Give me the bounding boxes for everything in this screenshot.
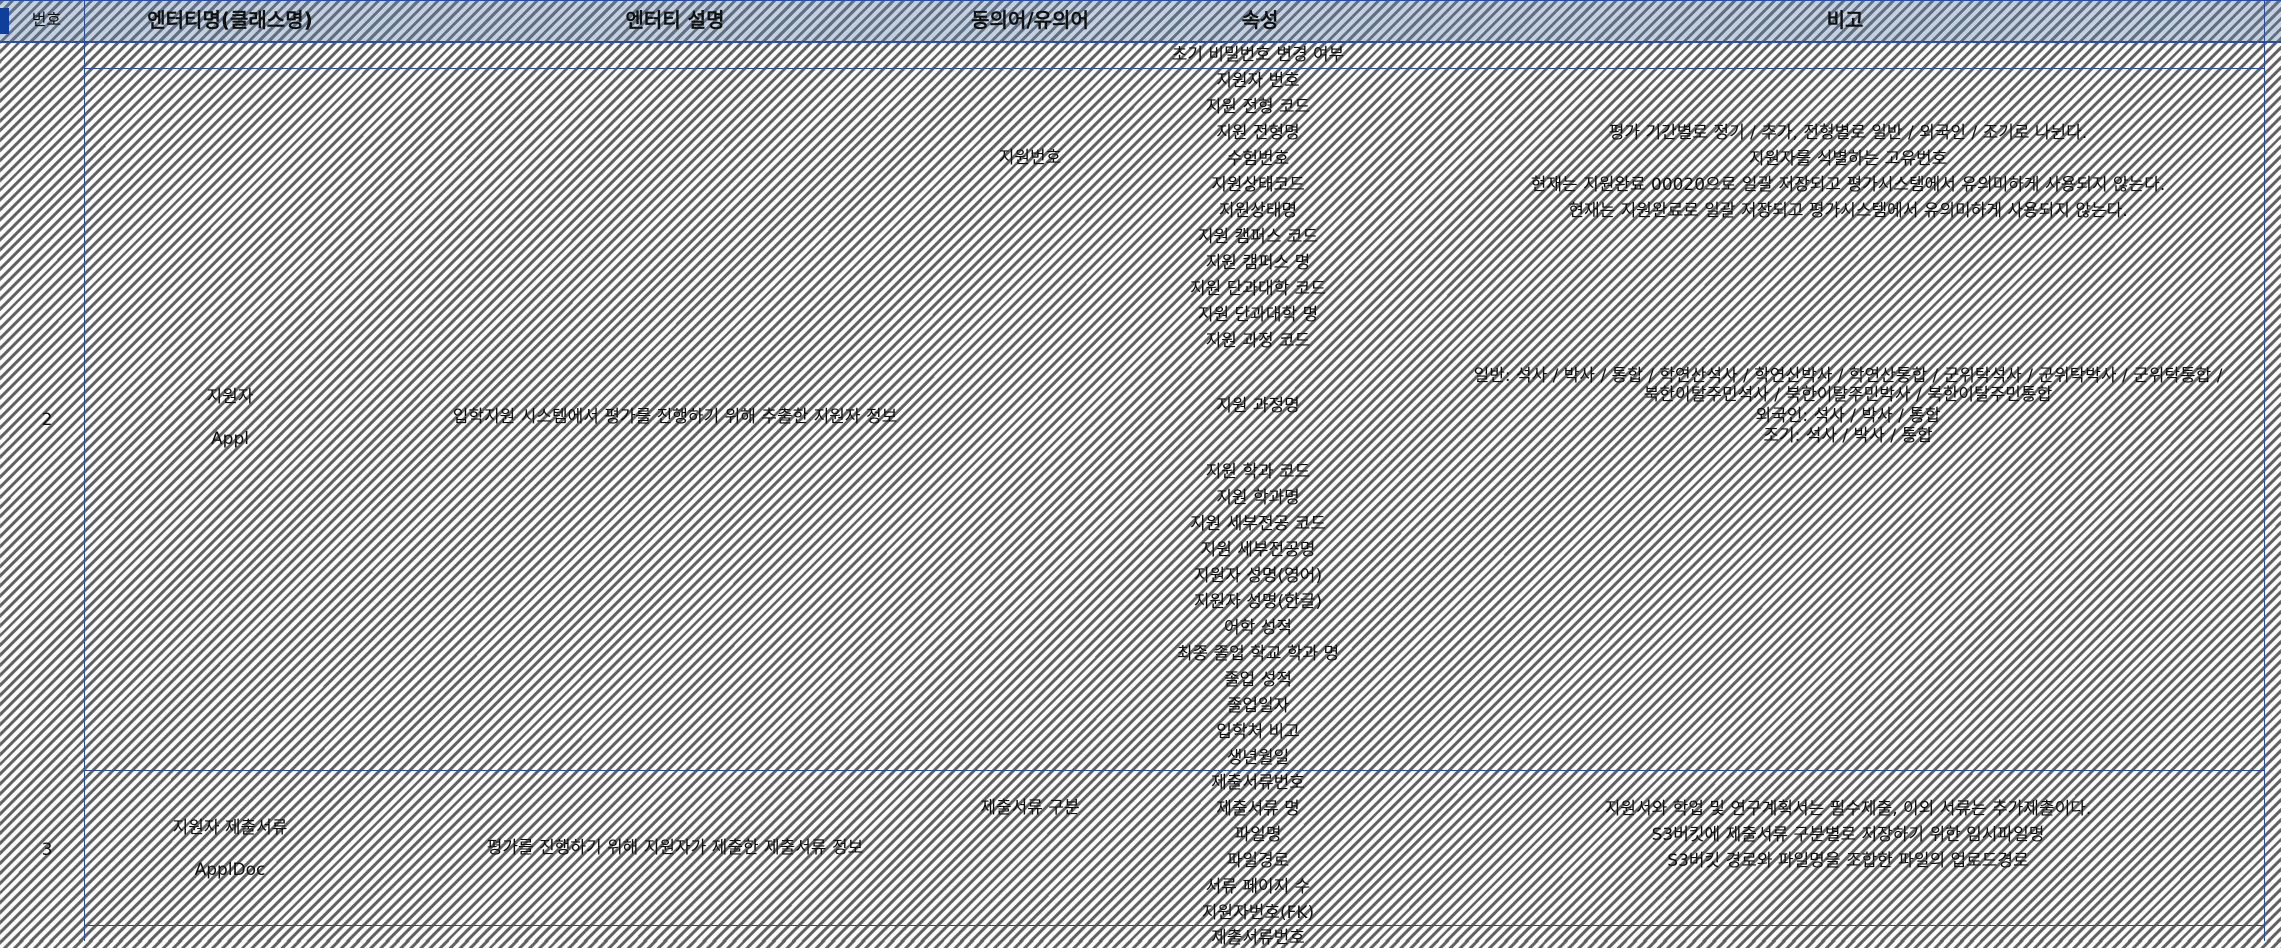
- attribute-cell[interactable]: 지원자 번호: [1216, 71, 1300, 91]
- note-cell[interactable]: 북한이탈주민석사 / 북한이탈주민박사 / 북한이탈주민통합: [1643, 385, 2053, 405]
- column-divider: [84, 0, 85, 941]
- entity-description-cell[interactable]: 입학지원 시스템에서 평가를 진행하기 위해 추출한 지원자 정보: [452, 407, 898, 427]
- header-synonym[interactable]: 동의어/유의어: [971, 8, 1089, 32]
- column-divider: [2264, 0, 2265, 941]
- entity-class-cell[interactable]: ApplDoc: [194, 860, 266, 880]
- attribute-cell[interactable]: 지원 과정명: [1216, 396, 1300, 416]
- attribute-cell[interactable]: 지원자 성명(영어): [1193, 566, 1323, 586]
- note-cell[interactable]: S3버킷 경로와 파일명을 조합한 파일의 업로드경로: [1667, 851, 2029, 871]
- attribute-cell[interactable]: 지원상태코드: [1211, 175, 1305, 195]
- attribute-cell[interactable]: 지원 세부전공명: [1200, 540, 1316, 560]
- entity-class-cell[interactable]: Appl: [211, 429, 249, 449]
- attribute-cell[interactable]: 최종 졸업 학교 학과 명: [1176, 644, 1340, 664]
- entity-number-cell[interactable]: 3: [41, 840, 53, 860]
- synonym-cell[interactable]: 지원번호: [998, 148, 1062, 168]
- attribute-cell[interactable]: 지원자 성명(한글): [1193, 592, 1323, 612]
- header-note[interactable]: 비고: [1826, 8, 1864, 32]
- attribute-cell[interactable]: 제출서류번호: [1211, 773, 1305, 793]
- attribute-cell[interactable]: 지원 단과대학 명: [1197, 305, 1319, 325]
- entity-description-cell[interactable]: 평가를 진행하기 위해 지원자가 제출한 제출서류 정보: [486, 838, 864, 858]
- attribute-cell[interactable]: 지원자번호(FK): [1201, 903, 1315, 923]
- attribute-cell[interactable]: 지원 캠퍼스 코드: [1197, 227, 1319, 247]
- attribute-cell[interactable]: 지원상태명: [1218, 201, 1298, 221]
- synonym-cell[interactable]: 제출서류 구분: [980, 798, 1080, 818]
- note-cell[interactable]: 평가 기간별로 정기 / 추가, 전형별로 일반 / 외국인 / 조기로 나뉜다…: [1608, 123, 2088, 143]
- note-cell[interactable]: S3버킷에 제출서류 구분별로 저장하기 위한 임시파일명: [1651, 825, 2045, 845]
- header-attribute[interactable]: 속성: [1241, 8, 1279, 32]
- attribute-cell[interactable]: 수험번호: [1226, 149, 1290, 169]
- header-entity-name[interactable]: 엔터티명(클래스명): [147, 8, 313, 32]
- attribute-cell[interactable]: 어학 성적: [1224, 618, 1292, 638]
- attribute-cell[interactable]: 지원 전형 코드: [1205, 97, 1311, 117]
- attribute-cell[interactable]: 지원 과정 코드: [1205, 331, 1311, 351]
- note-cell[interactable]: 외국인: 석사 / 박사 / 통합: [1755, 406, 1941, 426]
- attribute-cell[interactable]: 졸업일자: [1226, 696, 1290, 716]
- attribute-cell[interactable]: 입학처 비고: [1216, 722, 1300, 742]
- attribute-cell[interactable]: 초기 비밀번호 변경 여부: [1171, 45, 1345, 65]
- note-cell[interactable]: 지원자를 식별하는 고유번호: [1748, 149, 1948, 169]
- attribute-cell[interactable]: 지원 단과대학 코드: [1190, 279, 1326, 299]
- entity-name-cell[interactable]: 지원자: [206, 387, 254, 407]
- attribute-cell[interactable]: 지원 캠퍼스 명: [1205, 253, 1311, 273]
- attribute-cell[interactable]: 졸업 성적: [1224, 670, 1292, 690]
- note-cell[interactable]: 현재는 지원완료로 일괄 저장되고 평가시스템에서 유의미하게 사용되지 않는다…: [1568, 201, 2128, 221]
- row-divider: [84, 925, 2264, 926]
- header-no[interactable]: 번호: [31, 10, 62, 29]
- table-header-row: [0, 0, 2281, 43]
- attribute-cell[interactable]: 서류 페이지 수: [1205, 877, 1311, 897]
- attribute-cell[interactable]: 제출서류 명: [1216, 799, 1300, 819]
- entity-name-cell[interactable]: 지원자 제출서류: [172, 818, 288, 838]
- attribute-cell[interactable]: 지원 학과 코드: [1205, 462, 1311, 482]
- attribute-cell[interactable]: 생년월일: [1226, 748, 1290, 768]
- attribute-cell[interactable]: 지원 세부전공 코드: [1190, 514, 1326, 534]
- note-cell[interactable]: 조기: 석사 / 박사 / 통합: [1763, 426, 1933, 446]
- attribute-cell[interactable]: 파일명: [1234, 825, 1282, 845]
- header-entity-desc[interactable]: 엔터티 설명: [625, 8, 725, 32]
- note-cell[interactable]: 지원서와 학업 및 연구계획서는 필수제출, 이외 서류는 추가제출이다.: [1604, 799, 2092, 819]
- row-divider: [84, 770, 2264, 771]
- attribute-cell[interactable]: 지원 전형명: [1216, 123, 1300, 143]
- row-divider: [84, 68, 2264, 69]
- note-cell[interactable]: 일반: 석사 / 박사 / 통합 / 학연산석사 / 학연산박사 / 학연산통합…: [1473, 366, 2223, 386]
- row-selection-marker: [0, 8, 9, 34]
- attribute-cell[interactable]: 제출서류번호: [1211, 928, 1305, 948]
- entity-number-cell[interactable]: 2: [41, 410, 53, 430]
- attribute-cell[interactable]: 지원 학과명: [1216, 488, 1300, 508]
- note-cell[interactable]: 현재는 지원완료 00020으로 일괄 저장되고 평가시스템에서 유의미하게 사…: [1530, 175, 2166, 195]
- attribute-cell[interactable]: 파일경로: [1226, 851, 1290, 871]
